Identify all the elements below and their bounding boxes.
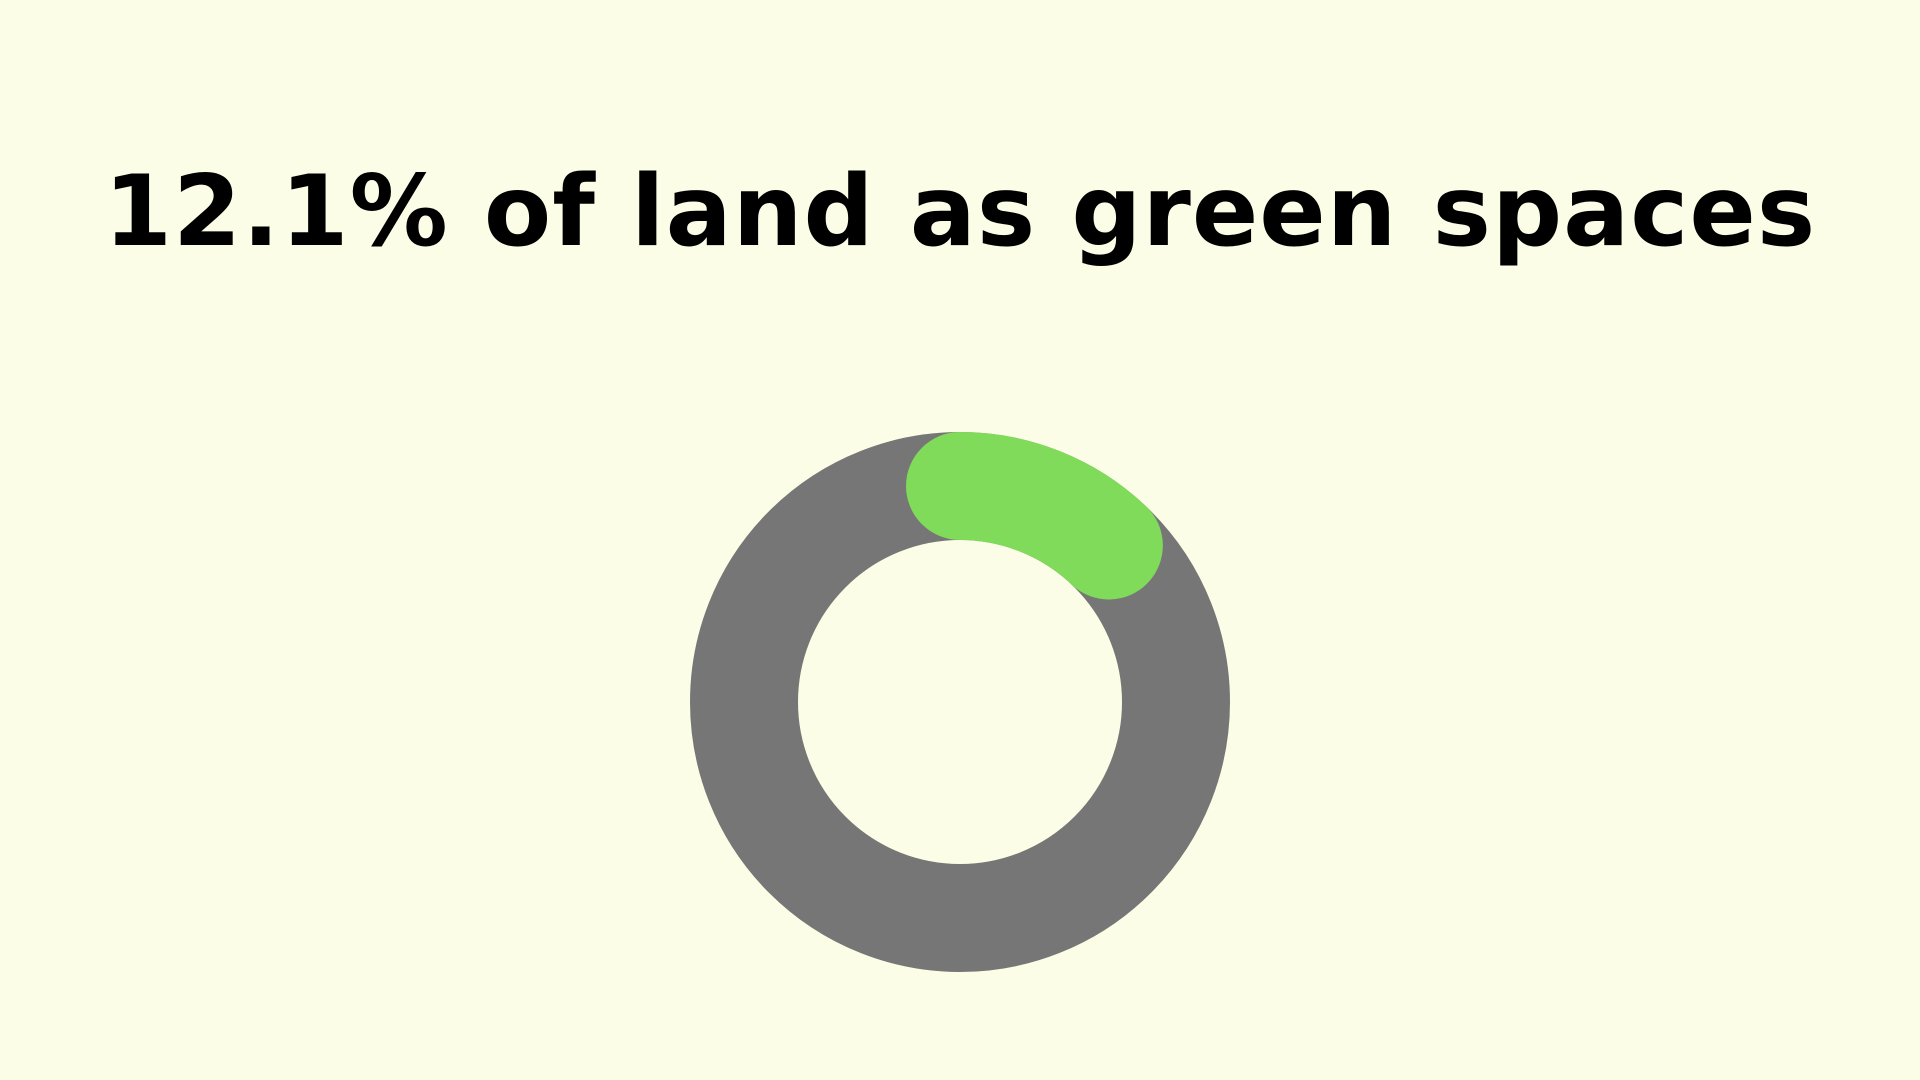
chart-title: 12.1% of land as green spaces bbox=[103, 155, 1817, 269]
donut-progress-arc bbox=[906, 432, 1163, 600]
